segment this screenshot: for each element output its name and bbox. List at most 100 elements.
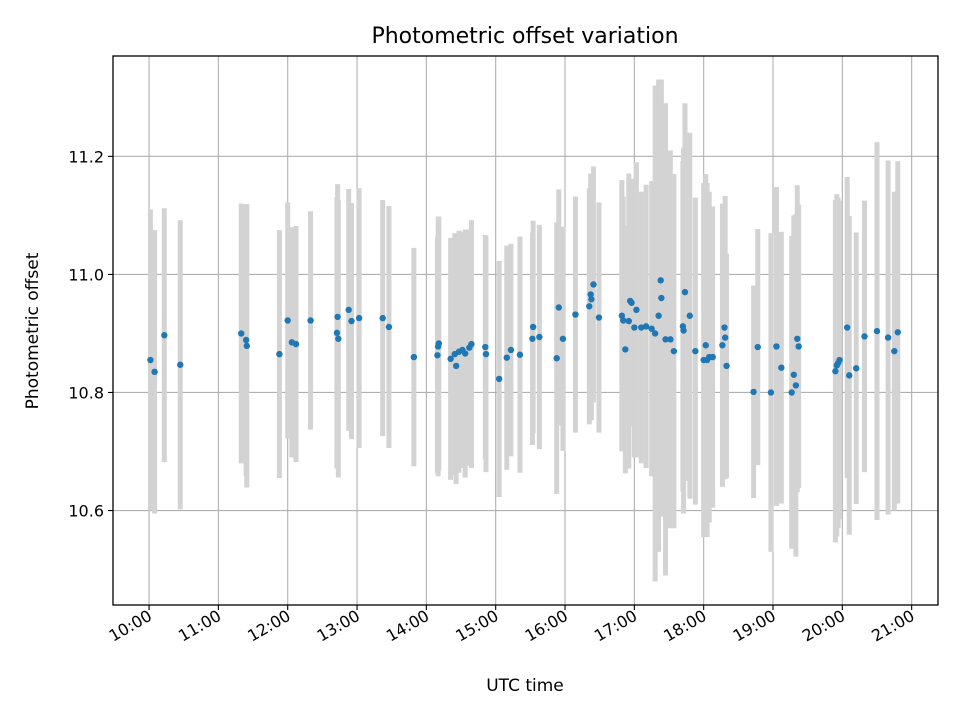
data-point — [852, 365, 860, 372]
data-point — [238, 330, 245, 337]
data-point — [516, 351, 524, 358]
x-tick-label: 12:00 — [244, 606, 293, 646]
x-tick-label: 16:00 — [522, 606, 571, 646]
data-point — [335, 335, 342, 342]
data-point — [651, 330, 659, 337]
data-point — [151, 368, 158, 376]
data-point — [334, 313, 341, 321]
data-point — [667, 336, 674, 343]
y-axis-label: Photometric offset — [23, 252, 43, 409]
data-point — [658, 294, 665, 302]
data-point — [587, 291, 594, 298]
data-point — [161, 332, 168, 339]
data-point — [555, 304, 562, 311]
data-point — [595, 314, 603, 321]
data-point — [670, 347, 678, 355]
data-point — [435, 340, 443, 347]
data-point — [559, 335, 567, 342]
data-point — [681, 288, 689, 296]
data-point — [468, 340, 475, 348]
x-tick-label: 17:00 — [591, 606, 640, 646]
data-point — [723, 362, 730, 370]
data-point — [721, 334, 729, 341]
chart-title: Photometric offset variation — [371, 24, 678, 49]
data-point — [292, 340, 300, 348]
y-axis-ticks: 10.6 10.8 11.0 11.2 — [68, 147, 113, 521]
data-point — [792, 382, 800, 389]
data-point — [773, 343, 780, 350]
y-tick-label: 10.6 — [68, 502, 104, 521]
data-point — [655, 312, 662, 319]
data-point — [778, 364, 785, 371]
data-point — [767, 389, 775, 396]
data-point — [586, 303, 593, 310]
x-tick-label: 18:00 — [660, 606, 709, 646]
x-tick-label: 14:00 — [383, 606, 432, 646]
data-point — [434, 352, 441, 359]
data-point — [692, 347, 699, 355]
data-point — [333, 329, 341, 337]
data-point — [836, 356, 843, 364]
data-point — [495, 375, 503, 383]
data-point — [638, 324, 645, 331]
data-point — [832, 368, 839, 375]
data-point — [794, 335, 801, 342]
data-point — [307, 317, 314, 324]
data-point — [861, 333, 868, 340]
data-point — [348, 317, 355, 325]
data-point — [572, 311, 579, 318]
data-point — [686, 312, 694, 319]
data-point — [452, 362, 460, 370]
data-point — [884, 334, 892, 341]
x-axis-ticks: 10:00 11:00 12:00 13:00 14:00 15:00 16:00 17:00… — [106, 605, 918, 646]
data-point — [345, 306, 352, 314]
data-point — [588, 296, 595, 303]
data-point — [622, 346, 629, 353]
x-tick-label: 13:00 — [314, 606, 363, 646]
x-axis-label: UTC time — [486, 676, 564, 696]
y-tick-label: 11.0 — [68, 265, 104, 284]
x-tick-label: 10:00 — [106, 606, 155, 646]
x-tick-label: 11:00 — [175, 606, 224, 646]
data-point — [843, 324, 851, 331]
data-point — [590, 281, 597, 288]
data-point — [628, 299, 635, 306]
data-point — [795, 343, 802, 350]
data-point — [648, 325, 655, 332]
plot-area — [113, 56, 938, 605]
data-point — [529, 335, 536, 342]
data-point — [788, 389, 795, 396]
data-point — [620, 317, 627, 324]
plot-frame — [112, 55, 939, 606]
data-point — [662, 336, 669, 343]
data-point — [507, 346, 515, 354]
data-point — [243, 342, 251, 350]
data-point — [719, 342, 726, 349]
data-point — [355, 314, 363, 322]
data-point — [385, 323, 393, 331]
data-point — [553, 355, 560, 362]
data-point — [790, 371, 797, 378]
x-tick-label: 15:00 — [452, 606, 501, 646]
y-tick-label: 11.2 — [68, 147, 104, 166]
data-point — [461, 350, 469, 357]
data-point — [633, 306, 640, 314]
data-point — [846, 372, 853, 379]
data-point — [482, 343, 489, 351]
data-point — [709, 353, 716, 361]
data-point — [482, 350, 490, 358]
data-point — [702, 342, 709, 349]
data-point — [529, 323, 537, 331]
data-point — [276, 350, 283, 358]
data-point — [680, 327, 687, 334]
data-point — [284, 317, 291, 324]
data-point — [410, 353, 418, 361]
data-point — [873, 327, 881, 335]
data-point — [891, 347, 898, 355]
data-point — [379, 314, 386, 322]
data-point — [750, 388, 757, 396]
data-point — [447, 355, 454, 363]
data-point — [177, 361, 184, 368]
data-points — [147, 277, 901, 396]
